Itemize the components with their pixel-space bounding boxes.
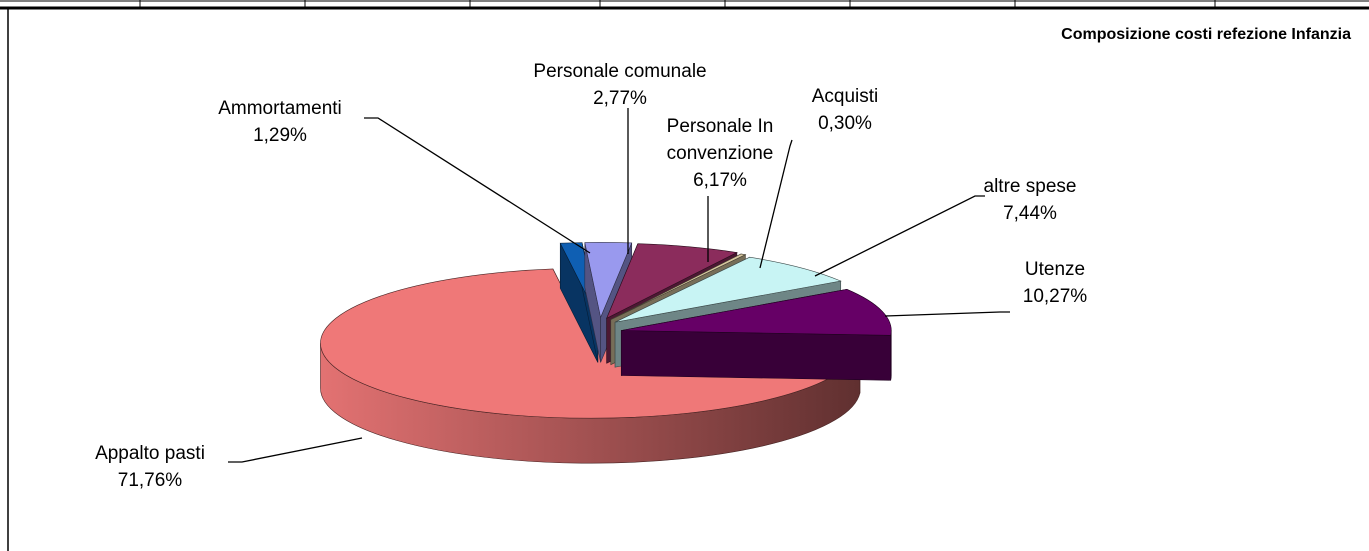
slice-top (584, 242, 633, 319)
slice-top (610, 253, 747, 320)
category-label: Appalto pasti (95, 443, 205, 464)
data-label: Acquisti 0,30% (790, 83, 900, 137)
data-label: Appalto pasti 71,76% (60, 440, 240, 494)
slice-top (614, 256, 842, 323)
pie (320, 242, 892, 464)
slice-top (606, 243, 738, 319)
value-label: 7,44% (1003, 203, 1057, 224)
value-label: 2,77% (593, 88, 647, 109)
data-label: Personale In convenzione 6,17% (640, 113, 800, 194)
category-label: Utenze (1024, 259, 1086, 280)
data-label: Personale comunale 2,77% (500, 58, 740, 112)
leader-lines (228, 108, 1010, 463)
value-label: 0,30% (818, 113, 872, 134)
value-label: 6,17% (693, 170, 747, 191)
category-label: Acquisti (811, 86, 879, 107)
value-label: 71,76% (117, 470, 183, 491)
data-label: Ammortamenti 1,29% (210, 95, 350, 149)
category-label: Personale comunale (533, 61, 707, 82)
pie-slice (620, 288, 892, 381)
slice-side (620, 330, 892, 381)
data-label: altre spese 7,44% (960, 173, 1100, 227)
value-label: 1,29% (253, 125, 307, 146)
category-label: Ammortamenti (218, 98, 342, 119)
category-label: altre spese (983, 176, 1077, 197)
slice-top (621, 289, 892, 336)
category-label: Personale In convenzione (666, 116, 774, 164)
value-label: 10,27% (1022, 286, 1088, 307)
chart-title: Composizione costi refezione Infanzia (1061, 26, 1351, 43)
data-label: Utenze 10,27% (990, 256, 1120, 310)
slice-wall (890, 330, 892, 381)
